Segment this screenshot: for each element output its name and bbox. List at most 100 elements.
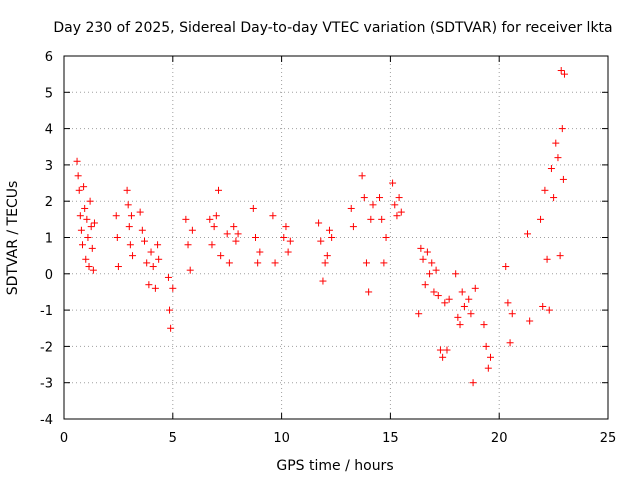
data-point xyxy=(90,219,98,227)
grid-layer xyxy=(64,56,608,419)
x-axis-label: GPS time / hours xyxy=(276,458,393,474)
data-point xyxy=(426,270,434,278)
data-point xyxy=(154,241,162,249)
y-tick-label: 5 xyxy=(45,86,53,101)
data-point xyxy=(141,237,149,245)
data-point xyxy=(471,284,479,292)
data-point xyxy=(145,281,153,289)
data-point xyxy=(256,248,264,256)
data-point xyxy=(114,263,122,271)
data-point xyxy=(232,237,240,245)
data-point xyxy=(138,226,146,234)
data-point xyxy=(73,157,81,165)
data-point xyxy=(317,237,325,245)
data-point xyxy=(467,310,475,318)
data-point xyxy=(81,204,89,212)
y-axis-label: SDTVAR / TECUs xyxy=(5,181,21,296)
data-point xyxy=(234,230,242,238)
data-point xyxy=(217,252,225,260)
data-point xyxy=(430,288,438,296)
data-point xyxy=(415,310,423,318)
data-point xyxy=(186,266,194,274)
data-point xyxy=(428,259,436,267)
data-point xyxy=(480,321,488,329)
data-point xyxy=(547,165,555,173)
data-point xyxy=(147,248,155,256)
data-point xyxy=(323,252,331,260)
data-point xyxy=(206,215,214,223)
data-point xyxy=(419,255,427,263)
data-point xyxy=(556,252,564,260)
x-tick-label: 15 xyxy=(382,431,399,446)
data-point xyxy=(124,201,132,209)
y-tick-label: 6 xyxy=(45,50,53,65)
data-point xyxy=(325,226,333,234)
data-point xyxy=(254,259,262,267)
data-point xyxy=(269,212,277,220)
x-tick-label: 5 xyxy=(169,431,177,446)
data-point xyxy=(212,212,220,220)
y-tick-label: -1 xyxy=(40,304,53,319)
data-point xyxy=(380,259,388,267)
y-tick-label: 1 xyxy=(45,232,53,247)
data-point xyxy=(214,186,222,194)
data-point xyxy=(557,67,565,75)
data-point xyxy=(80,183,88,191)
data-point xyxy=(391,201,399,209)
x-tick-label: 10 xyxy=(273,431,290,446)
data-point xyxy=(188,226,196,234)
y-tick-label: -3 xyxy=(40,377,53,392)
data-point xyxy=(397,208,405,216)
data-point xyxy=(434,292,442,300)
y-tick-label: 0 xyxy=(45,268,53,283)
chart-title: Day 230 of 2025, Sidereal Day-to-day VTE… xyxy=(53,20,612,36)
data-point xyxy=(74,172,82,180)
data-point xyxy=(271,259,279,267)
data-point xyxy=(456,321,464,329)
data-point xyxy=(328,234,336,241)
y-tick-label: 2 xyxy=(45,195,53,210)
data-point xyxy=(76,212,84,220)
data-point xyxy=(502,263,510,271)
data-point xyxy=(360,194,368,202)
data-point xyxy=(376,194,384,202)
data-point xyxy=(149,263,157,271)
data-point xyxy=(84,234,92,241)
data-point xyxy=(423,248,431,256)
data-point xyxy=(504,299,512,307)
data-point xyxy=(523,230,531,238)
data-point xyxy=(223,230,231,238)
data-point xyxy=(113,234,121,241)
data-point xyxy=(87,223,95,231)
data-point xyxy=(506,339,514,347)
data-point xyxy=(127,212,135,220)
y-tick-label: -4 xyxy=(40,413,53,428)
data-point xyxy=(347,204,355,212)
data-point xyxy=(543,255,551,263)
data-point xyxy=(365,288,373,296)
data-point xyxy=(77,226,85,234)
data-point xyxy=(126,241,134,249)
data-point xyxy=(82,255,90,263)
data-point xyxy=(432,266,440,274)
data-point xyxy=(382,234,390,241)
data-point xyxy=(208,241,216,249)
data-point xyxy=(441,299,449,307)
data-point xyxy=(349,223,357,231)
data-point xyxy=(83,215,91,223)
data-point xyxy=(225,259,233,267)
data-points xyxy=(73,67,568,387)
data-point xyxy=(439,353,447,361)
data-point xyxy=(558,125,566,133)
data-point xyxy=(460,302,468,310)
data-point xyxy=(75,186,83,194)
data-point xyxy=(136,208,144,216)
y-tick-label: -2 xyxy=(40,340,53,355)
data-point xyxy=(445,295,453,303)
data-point xyxy=(89,266,97,274)
data-point xyxy=(315,219,323,227)
data-point xyxy=(417,244,425,252)
data-point xyxy=(421,281,429,289)
data-point xyxy=(526,317,534,325)
